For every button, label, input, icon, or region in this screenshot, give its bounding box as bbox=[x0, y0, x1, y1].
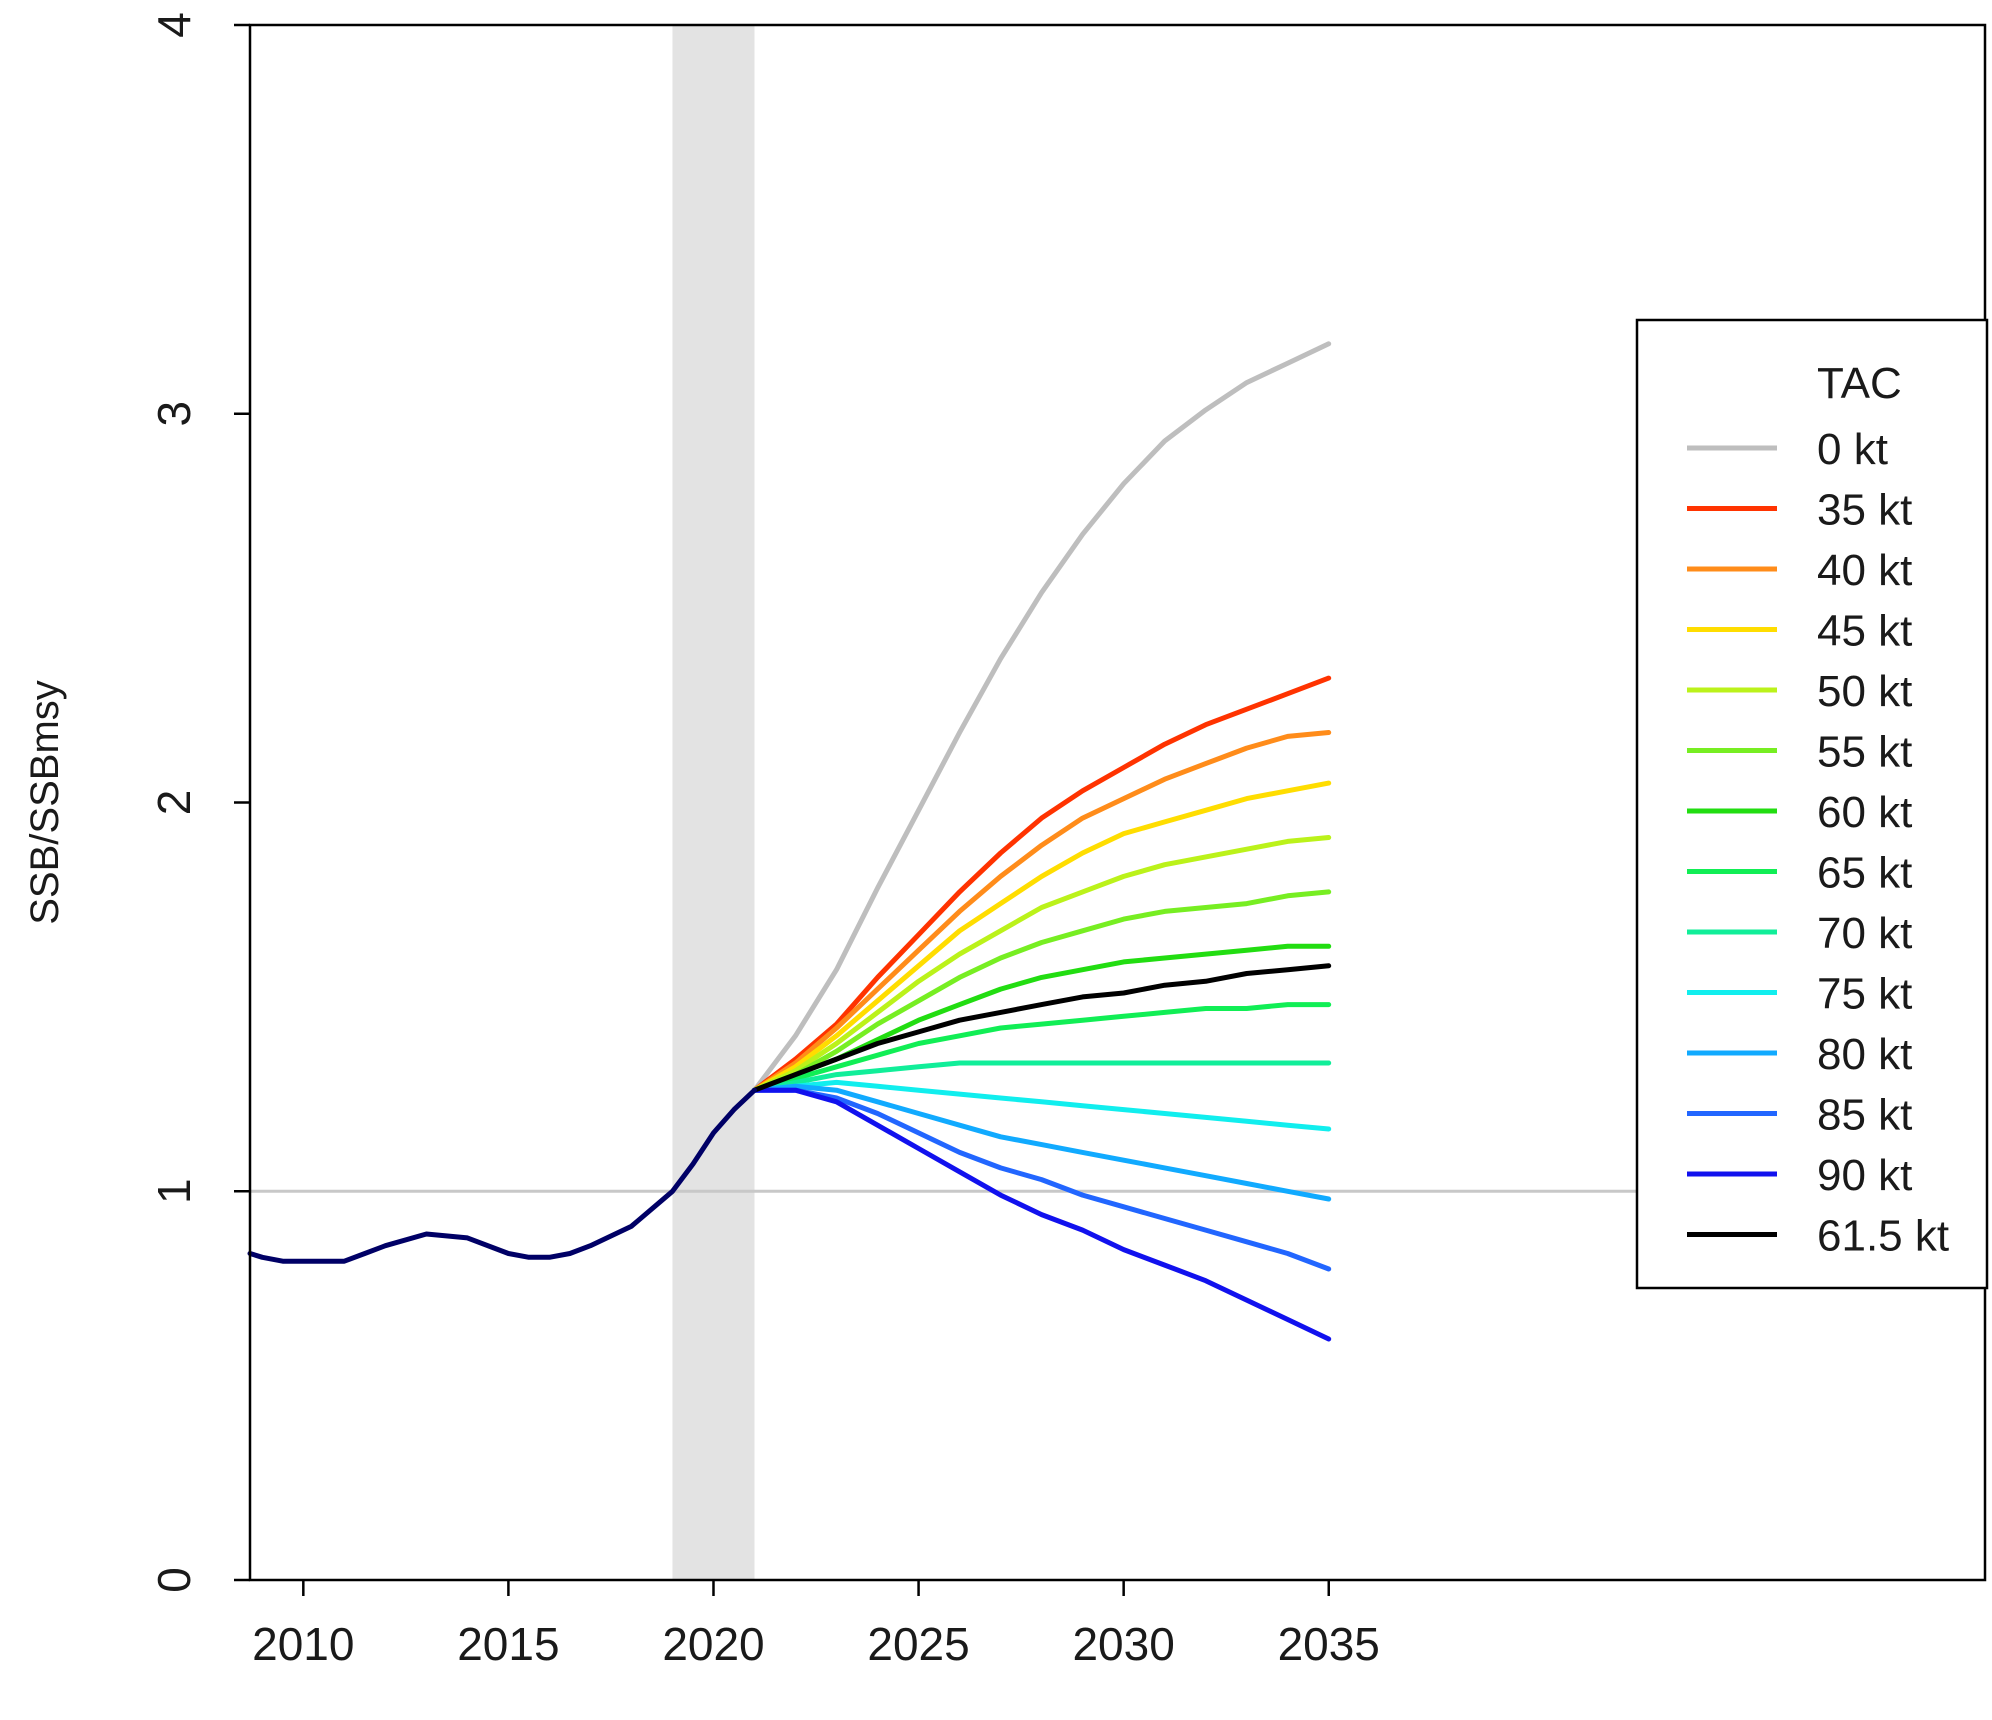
series-line bbox=[752, 1083, 1332, 1202]
legend-entry: 90 kt bbox=[1817, 1151, 1912, 1200]
series-lines bbox=[247, 341, 1332, 1342]
legend-entry: 45 kt bbox=[1817, 607, 1912, 656]
legend-entry: 0 kt bbox=[1817, 425, 1888, 474]
historical-line bbox=[247, 1087, 757, 1264]
series-line bbox=[752, 1002, 1332, 1093]
x-tick-label: 2010 bbox=[252, 1618, 354, 1670]
series-line bbox=[752, 780, 1332, 1093]
y-tick-label: 1 bbox=[148, 1178, 200, 1204]
shaded-region bbox=[672, 25, 755, 1580]
series-line bbox=[752, 889, 1332, 1093]
legend-entry: 35 kt bbox=[1817, 486, 1912, 535]
x-tick-label: 2035 bbox=[1278, 1618, 1380, 1670]
y-axis-title: SSB/SSBmsy bbox=[23, 680, 67, 925]
series-line bbox=[752, 1079, 1332, 1132]
series-line bbox=[752, 1060, 1332, 1093]
legend-entry: 61.5 kt bbox=[1817, 1212, 1949, 1261]
legend-entry: 85 kt bbox=[1817, 1091, 1912, 1140]
legend-entry: 60 kt bbox=[1817, 788, 1912, 837]
series-line bbox=[752, 730, 1332, 1093]
y-tick-label: 2 bbox=[148, 790, 200, 816]
series-line bbox=[752, 1087, 1332, 1272]
x-tick-label: 2015 bbox=[457, 1618, 559, 1670]
series-line bbox=[752, 835, 1332, 1093]
series-line bbox=[752, 1087, 1332, 1342]
background-layer bbox=[250, 25, 1985, 1580]
legend-entry: 55 kt bbox=[1817, 728, 1912, 777]
x-tick-label: 2020 bbox=[662, 1618, 764, 1670]
legend-entry: 40 kt bbox=[1817, 546, 1912, 595]
legend: TAC 0 kt 35 kt 40 kt 45 kt 50 kt 55 kt 60 kt 65 … bbox=[1635, 318, 1989, 1290]
series-line bbox=[752, 963, 1332, 1093]
axes: 2010 2015 2020 2025 2030 2035 0 1 2 3 4 bbox=[148, 12, 1380, 1670]
legend-box bbox=[1635, 318, 1989, 1290]
legend-entry: 80 kt bbox=[1817, 1030, 1912, 1079]
legend-entry: 75 kt bbox=[1817, 970, 1912, 1019]
series-line bbox=[752, 341, 1332, 1093]
legend-entry: 70 kt bbox=[1817, 909, 1912, 958]
x-tick-label: 2025 bbox=[867, 1618, 969, 1670]
legend-entry: 65 kt bbox=[1817, 849, 1912, 898]
legend-entry: 50 kt bbox=[1817, 667, 1912, 716]
y-tick-label: 4 bbox=[148, 12, 200, 38]
y-tick-label: 3 bbox=[148, 401, 200, 427]
x-tick-label: 2030 bbox=[1072, 1618, 1174, 1670]
legend-title: TAC bbox=[1817, 359, 1902, 408]
y-tick-label: 0 bbox=[148, 1567, 200, 1593]
series-line bbox=[752, 675, 1332, 1093]
